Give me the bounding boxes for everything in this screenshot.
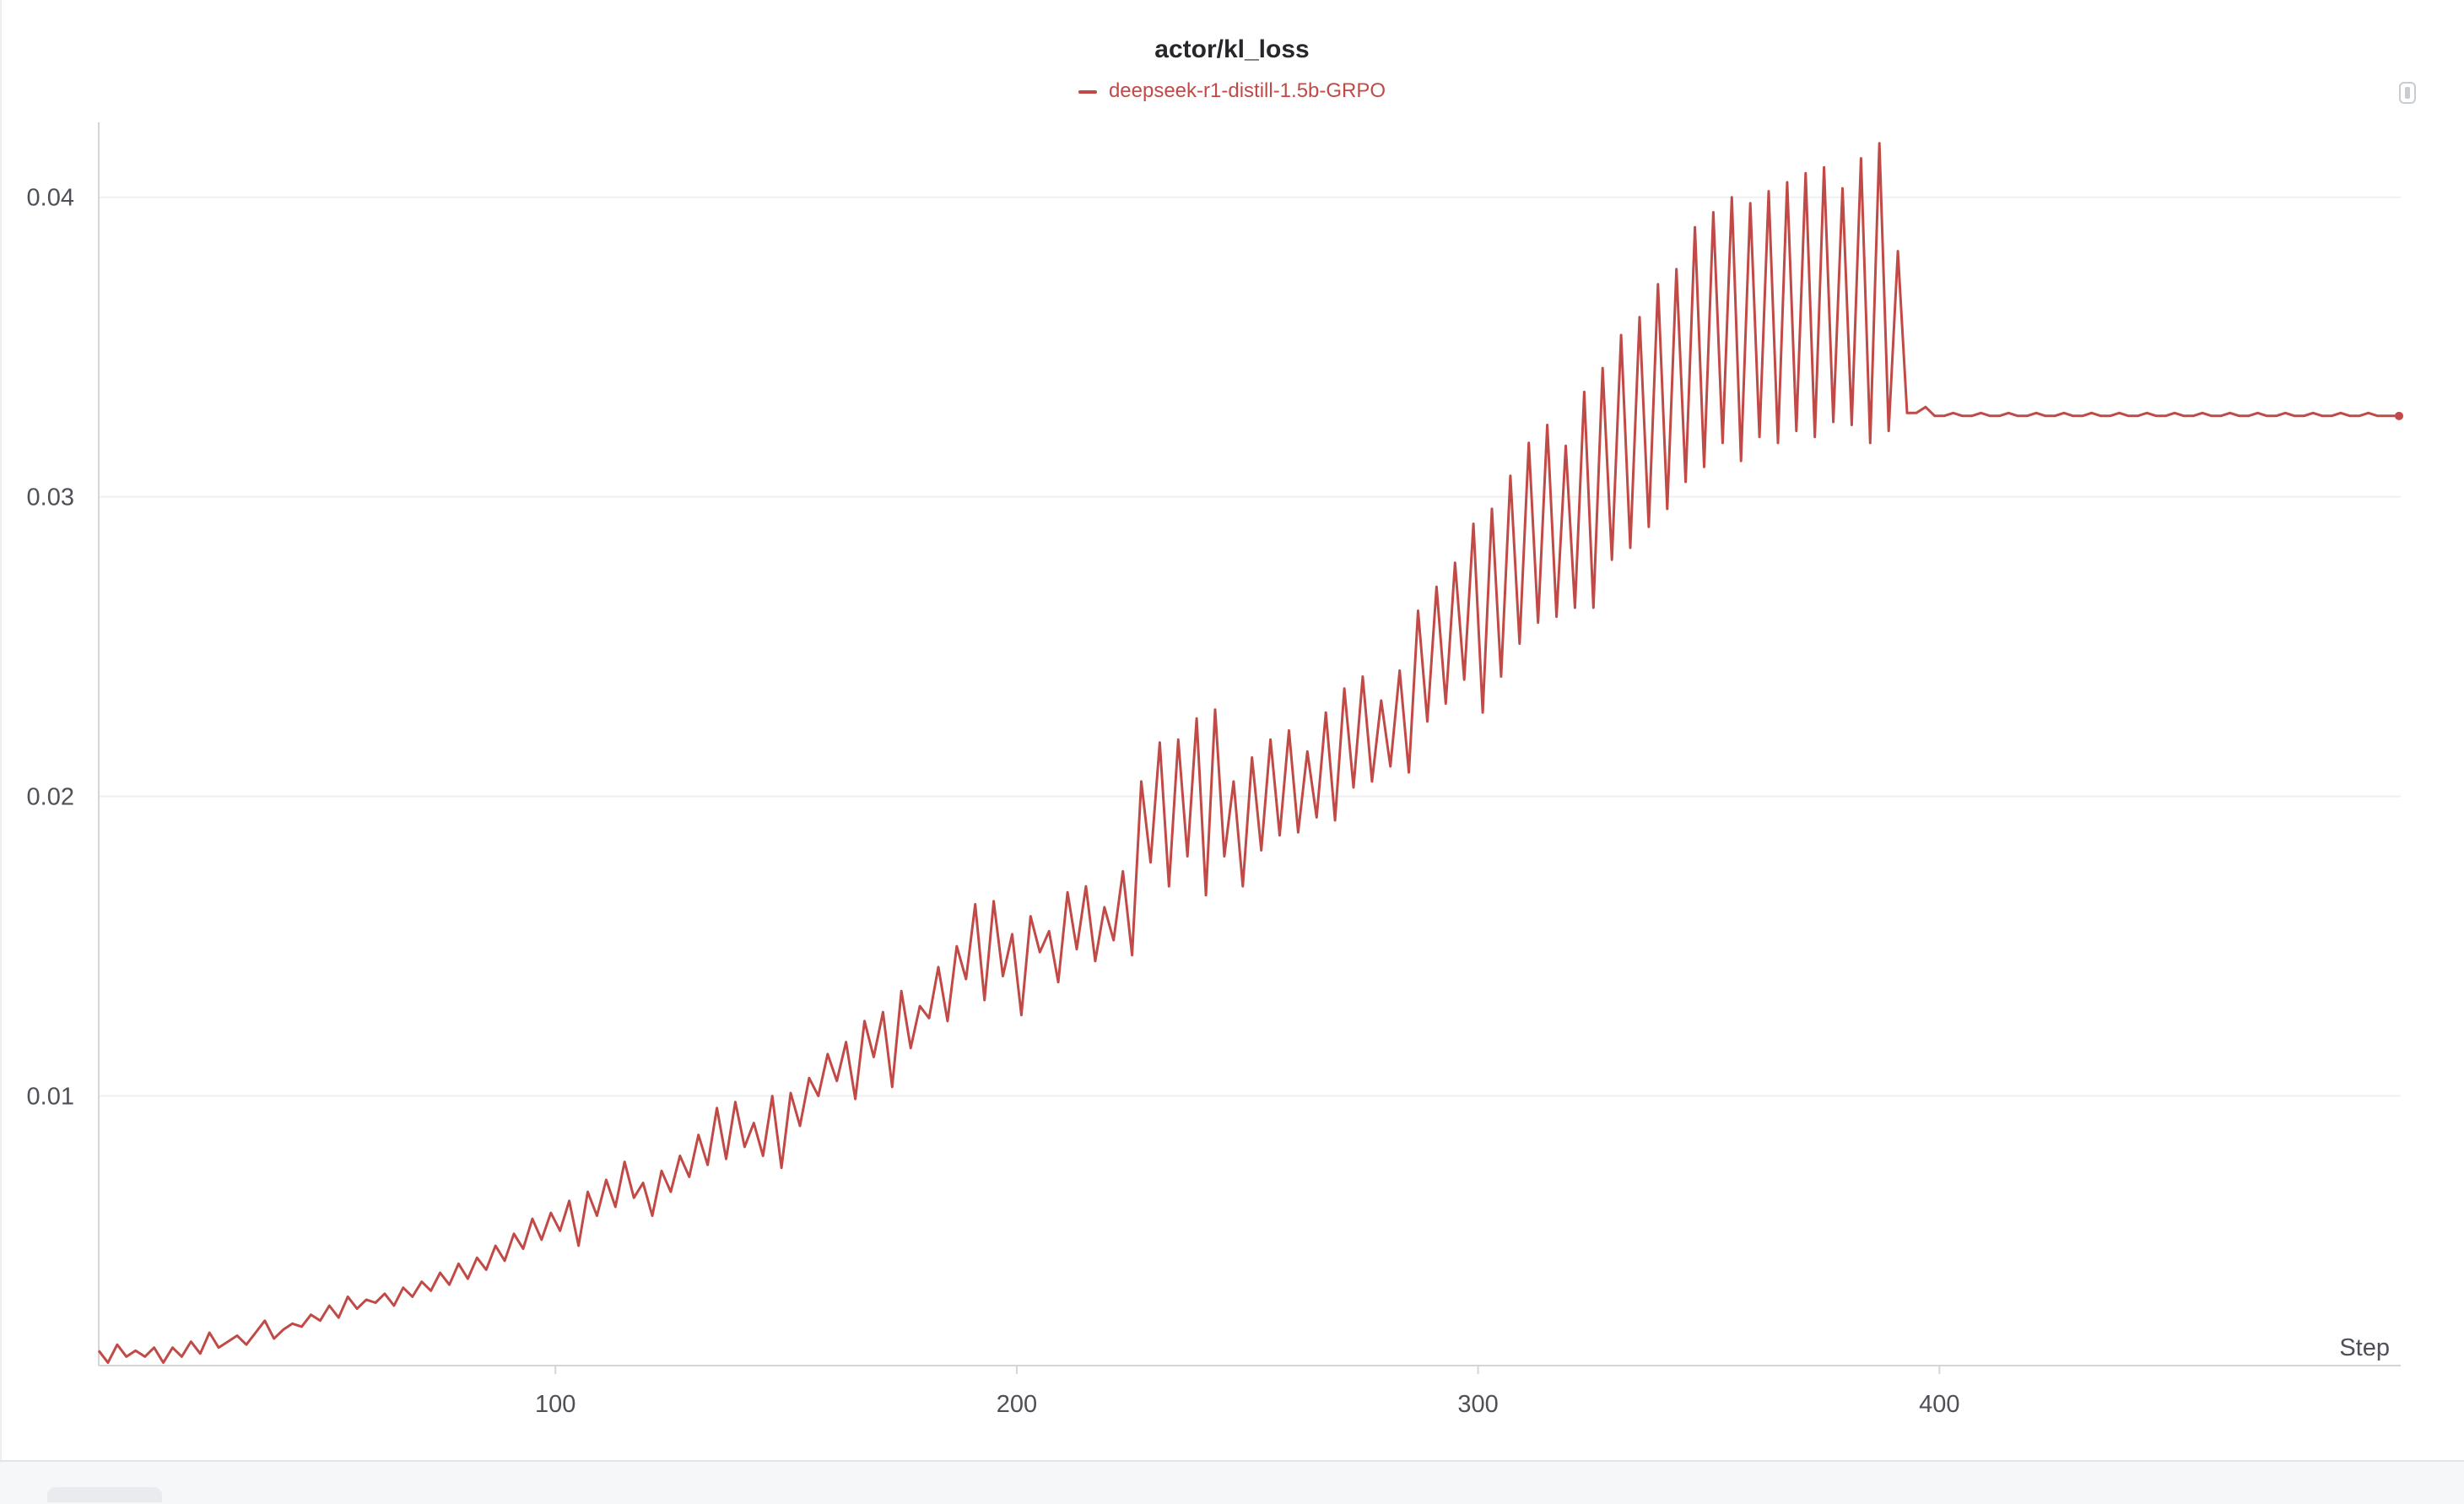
y-tick-label: 0.03	[27, 484, 74, 511]
legend-swatch	[1078, 89, 1097, 94]
y-tick-label: 0.01	[27, 1084, 74, 1111]
series-line-0	[97, 142, 2396, 1364]
series-layer	[97, 142, 2403, 1364]
y-axis-ticks: 0.01 0.02 0.03 0.04	[27, 185, 74, 1111]
x-tick-label: 100	[535, 1391, 575, 1418]
x-tick-label: 200	[997, 1391, 1037, 1418]
x-tick-label: 400	[1919, 1391, 1959, 1418]
x-tick-label: 300	[1457, 1391, 1498, 1418]
grid-lines	[99, 196, 2401, 1097]
panel-left-edge	[0, 0, 2, 1460]
legend-series-label: deepseek-r1-distill-1.5b-GRPO	[1108, 79, 1386, 102]
series-end-point-0	[2395, 411, 2403, 420]
y-tick-label: 0.02	[27, 784, 74, 811]
bottom-toolbar	[0, 1460, 2464, 1504]
bottom-tab[interactable]	[47, 1487, 162, 1502]
x-axis-ticks: 100 200 300 400	[535, 1366, 1960, 1418]
chart-panel: actor/kl_loss deepseek-r1-distill-1.5b-G…	[0, 0, 2464, 1460]
expand-icon[interactable]	[2398, 81, 2417, 105]
y-tick-label: 0.04	[27, 185, 74, 212]
x-axis-label: Step	[2339, 1334, 2390, 1361]
chart-title: actor/kl_loss	[1154, 35, 1310, 63]
legend[interactable]: deepseek-r1-distill-1.5b-GRPO	[0, 79, 2464, 103]
line-chart: 0.01 0.02 0.03 0.04 100 200 300 400 Step	[27, 122, 2403, 1418]
